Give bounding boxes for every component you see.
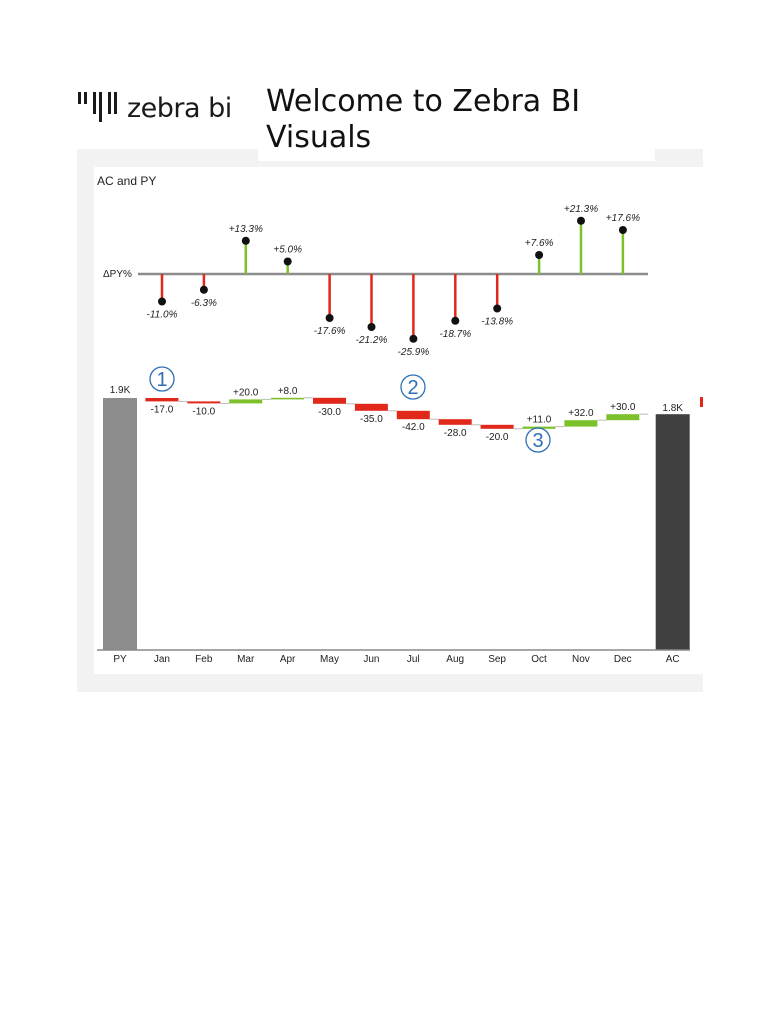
variance-label-feb: -6.3% xyxy=(191,298,217,309)
title-card xyxy=(258,149,655,161)
variance-pin-head-jun xyxy=(367,323,376,331)
variance-label-sep: -13.8% xyxy=(481,317,513,328)
tick-label-mar: Mar xyxy=(237,654,255,665)
variance-pin-head-jan xyxy=(158,297,166,306)
variance-label-jan: -11.0% xyxy=(147,310,178,321)
variance-label-jun: -21.2% xyxy=(356,335,388,346)
bar-nov xyxy=(564,420,598,427)
variance-chart: ΔPY% -11.0% -6.3% +13.3% +5.0% -17.6% -21.2% -2… xyxy=(103,204,648,358)
bar-label-nov: +32.0 xyxy=(568,408,594,419)
bar-dec xyxy=(606,414,640,421)
variance-label-jul: -25.9% xyxy=(398,347,430,358)
bar-label-may: -30.0 xyxy=(318,407,341,418)
tick-label-jun: Jun xyxy=(363,654,379,665)
tick-label-dec: Dec xyxy=(614,654,632,665)
bar-label-dec: +30.0 xyxy=(610,402,636,413)
annotation-number-2: 2 xyxy=(407,377,418,399)
bar-aug xyxy=(438,419,472,425)
annotation-marker-2 xyxy=(400,374,426,400)
bar-apr xyxy=(271,397,305,400)
category-axis: PY Jan Feb Mar Apr May Jun Jul Aug Sep Oct Nov Dec AC xyxy=(97,649,690,665)
bar-may xyxy=(313,397,346,404)
variance-pin-head-aug xyxy=(451,316,460,325)
bar-ac xyxy=(655,414,690,650)
bar-feb xyxy=(187,401,221,404)
zebra-bi-logo: zebra bi xyxy=(78,92,232,126)
bar-jun xyxy=(354,403,388,411)
bar-label-py: 1.9K xyxy=(110,385,131,396)
annotations: 1 2 3 xyxy=(149,366,551,453)
zebra-logo-icon xyxy=(78,92,117,126)
variance-label-dec: +17.6% xyxy=(606,213,640,224)
variance-label-mar: +13.3% xyxy=(229,224,263,235)
variance-axis-label: ΔPY% xyxy=(103,269,132,280)
variance-label-may: -17.6% xyxy=(314,326,346,337)
variance-pin-head-nov xyxy=(577,216,585,225)
tick-label-oct: Oct xyxy=(531,654,547,665)
bar-label-ac: 1.8K xyxy=(662,403,683,414)
tick-label-may: May xyxy=(320,654,339,665)
truncated-bar xyxy=(700,397,703,407)
annotation-number-1: 1 xyxy=(156,369,167,391)
annotation-marker-3 xyxy=(525,427,551,453)
bar-label-apr: +8.0 xyxy=(278,386,298,397)
bar-mar xyxy=(229,399,263,404)
annotation-number-3: 3 xyxy=(532,430,543,452)
variance-pin-head-jul xyxy=(409,334,418,343)
bar-jan xyxy=(145,398,179,402)
bar-sep xyxy=(480,424,514,429)
tick-label-ac: AC xyxy=(666,654,680,665)
brand-name: zebra bi xyxy=(127,93,232,124)
bar-label-aug: -28.0 xyxy=(444,428,467,439)
tick-label-apr: Apr xyxy=(280,654,296,665)
variance-label-aug: -18.7% xyxy=(439,329,471,340)
bar-label-jun: -35.0 xyxy=(360,414,383,425)
variance-pin-head-mar xyxy=(241,236,250,245)
bar-label-jul: -42.0 xyxy=(402,422,425,433)
bar-label-jan: -17.0 xyxy=(151,404,174,415)
bar-label-feb: -10.0 xyxy=(192,406,215,417)
tick-label-sep: Sep xyxy=(488,654,506,665)
tick-label-feb: Feb xyxy=(195,654,213,665)
tick-label-aug: Aug xyxy=(446,654,464,665)
tick-label-nov: Nov xyxy=(572,654,590,665)
bar-py xyxy=(103,398,137,650)
tick-label-py: PY xyxy=(113,654,127,665)
bar-label-sep: -20.0 xyxy=(486,432,509,443)
variance-pin-head-may xyxy=(325,314,334,322)
variance-pin-head-oct xyxy=(535,251,544,259)
tick-label-jul: Jul xyxy=(407,654,420,665)
tick-label-jan: Jan xyxy=(154,654,170,665)
variance-label-apr: +5.0% xyxy=(273,245,302,256)
bar-label-oct: +11.0 xyxy=(527,415,552,426)
variance-pin-head-dec xyxy=(618,226,627,234)
variance-label-nov: +21.3% xyxy=(564,204,598,215)
chart-title: AC and PY xyxy=(97,174,156,188)
variance-label-oct: +7.6% xyxy=(525,238,554,249)
bar-label-mar: +20.0 xyxy=(233,387,259,398)
variance-pin-head-feb xyxy=(199,285,208,294)
variance-pin-head-sep xyxy=(493,304,502,313)
bar-jul xyxy=(396,410,430,420)
annotation-marker-1 xyxy=(149,366,175,392)
waterfall-bars: 1.9K -17.0 -10.0 +20.0 +8.0 -30.0 -35.0 -42.0 -2… xyxy=(103,385,703,650)
variance-pin-head-apr xyxy=(283,257,292,266)
